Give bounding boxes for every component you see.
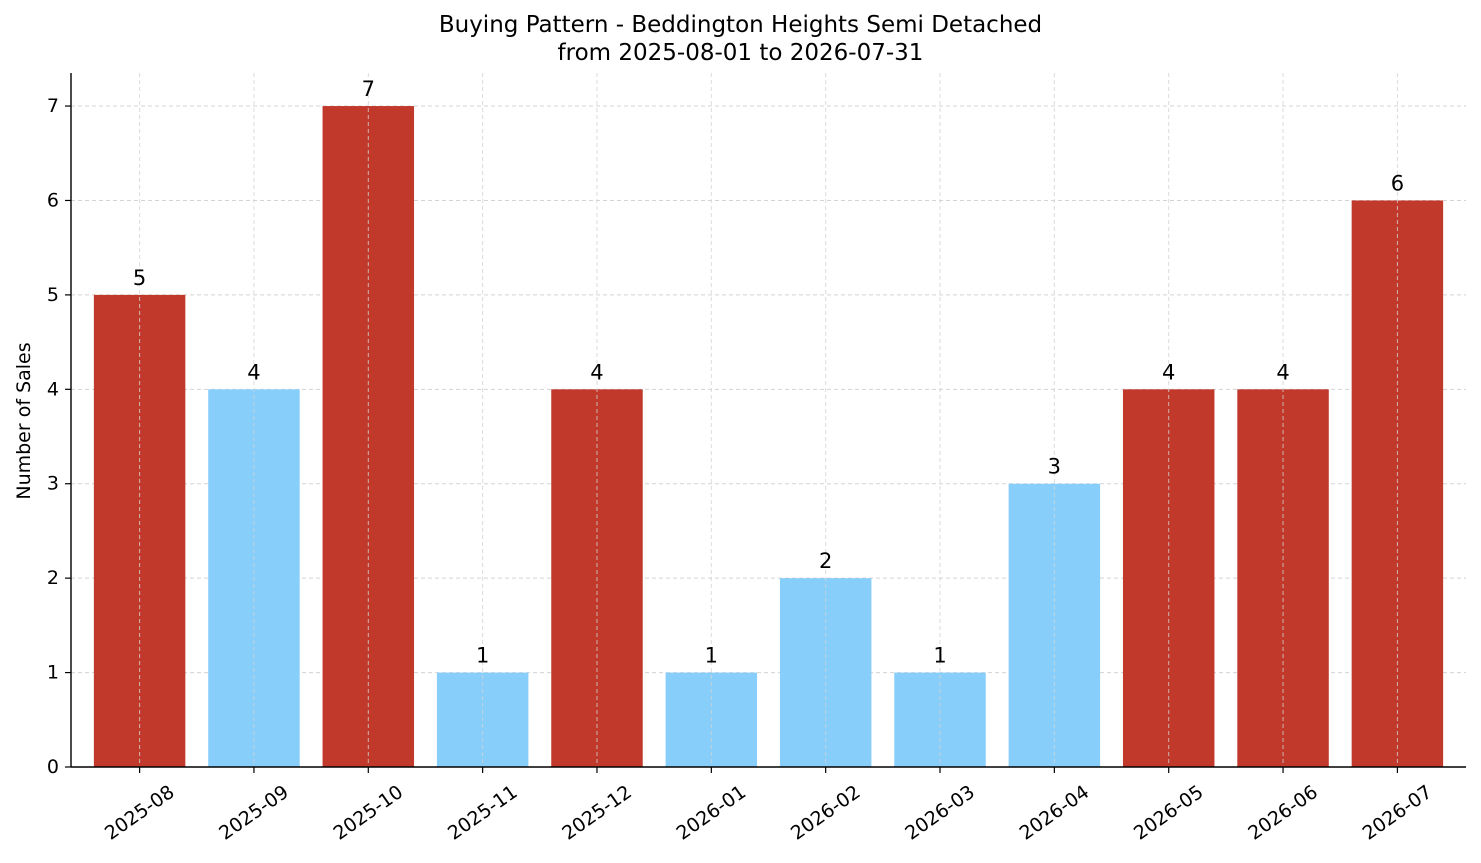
bar-2025-10	[322, 106, 415, 768]
x-tick-label: 2026-01	[673, 781, 751, 845]
data-label-2026-06: 4	[1276, 360, 1289, 384]
bar-2026-07	[1351, 200, 1444, 768]
data-label-2026-03: 1	[933, 644, 946, 668]
x-tick-label: 2026-04	[1016, 781, 1094, 845]
x-tick-label: 2026-07	[1359, 781, 1437, 845]
data-label-2026-02: 2	[819, 549, 832, 573]
x-tick-label: 2025-10	[330, 781, 408, 845]
x-tick-label: 2026-05	[1130, 781, 1208, 845]
x-tick-label: 2025-12	[558, 781, 636, 845]
y-axis-label: Number of Sales	[13, 342, 35, 499]
y-tick-label: 5	[47, 284, 59, 306]
data-label-2026-05: 4	[1162, 360, 1175, 384]
vertical-grid-lines	[139, 73, 1398, 767]
x-tick-label: 2026-03	[901, 781, 979, 845]
x-tick-label: 2025-09	[215, 781, 293, 845]
chart-subtitle: from 2025-08-01 to 2026-07-31	[557, 40, 924, 66]
y-ticks: 0 1 2 3 4 5 6 7	[47, 95, 71, 778]
data-label-2025-12: 4	[590, 360, 603, 384]
y-tick-label: 0	[47, 756, 59, 778]
grid-lines	[71, 105, 1466, 674]
data-label-2026-01: 1	[705, 644, 718, 668]
y-tick-label: 1	[47, 662, 59, 684]
y-tick-label: 3	[47, 473, 59, 495]
x-tick-label: 2026-06	[1244, 781, 1322, 845]
y-tick-label: 4	[47, 378, 59, 400]
chart-title: Buying Pattern - Beddington Heights Semi…	[438, 12, 1043, 38]
x-tick-label: 2026-02	[787, 781, 865, 845]
data-label-2025-11: 1	[476, 644, 489, 668]
y-tick-label: 7	[47, 95, 59, 117]
y-tick-label: 6	[47, 189, 59, 211]
axes	[70, 73, 1466, 768]
bars	[93, 106, 1444, 768]
data-label-2025-08: 5	[133, 266, 146, 290]
x-ticks: 2025-08 2025-09 2025-10 2025-11 2025-12 2026-…	[101, 767, 1436, 845]
x-tick-label: 2025-08	[101, 781, 179, 845]
x-tick-label: 2025-11	[444, 781, 522, 845]
y-tick-label: 2	[47, 567, 59, 589]
data-labels: 5 4 7 1 4 1 2 1 3 4 4 6	[133, 77, 1404, 668]
data-label-2026-07: 6	[1391, 171, 1404, 195]
data-label-2025-09: 4	[247, 360, 260, 384]
bar-2026-02	[779, 578, 872, 767]
data-label-2026-04: 3	[1048, 455, 1061, 479]
data-label-2025-10: 7	[362, 77, 375, 101]
